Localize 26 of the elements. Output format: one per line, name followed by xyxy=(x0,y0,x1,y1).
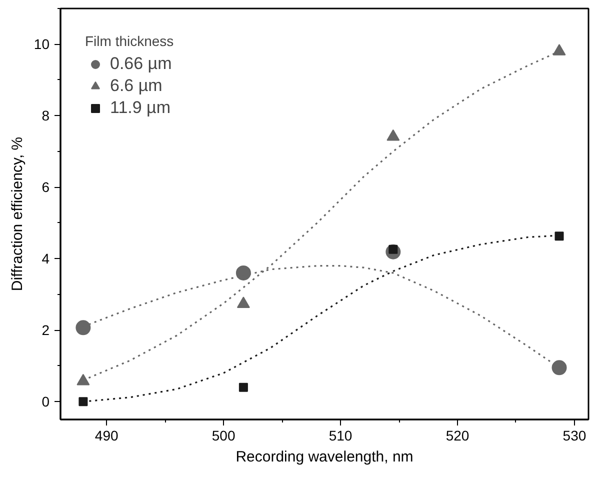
x-tick-label: 530 xyxy=(562,428,586,444)
x-tick-label: 520 xyxy=(446,428,470,444)
point xyxy=(554,232,564,241)
point xyxy=(236,265,251,280)
y-tick-label: 0 xyxy=(42,394,50,410)
x-tick-label: 510 xyxy=(328,428,352,444)
point xyxy=(552,360,567,376)
y-tick-label: 8 xyxy=(42,108,50,124)
legend-label: 0.66 µm xyxy=(110,54,172,74)
legend-label: 11.9 µm xyxy=(110,98,171,118)
point xyxy=(552,44,566,56)
legend-title: Film thickness xyxy=(85,33,174,49)
point xyxy=(386,129,400,141)
y-axis-title: Diffraction efficiency, % xyxy=(8,136,26,292)
y-tick-label: 4 xyxy=(42,250,50,267)
legend-label: 6.6 µm xyxy=(110,76,162,96)
point xyxy=(78,397,88,406)
y-tick-label: 6 xyxy=(42,179,50,196)
x-tick-label: 500 xyxy=(212,428,236,444)
x-axis-title: Recording wavelength, nm xyxy=(236,448,414,466)
point xyxy=(236,296,250,308)
point xyxy=(238,382,248,392)
y-tick-label: 2 xyxy=(42,322,50,338)
x-tick-label: 490 xyxy=(94,428,118,444)
y-tick-label: 10 xyxy=(34,36,50,52)
point xyxy=(76,320,91,336)
